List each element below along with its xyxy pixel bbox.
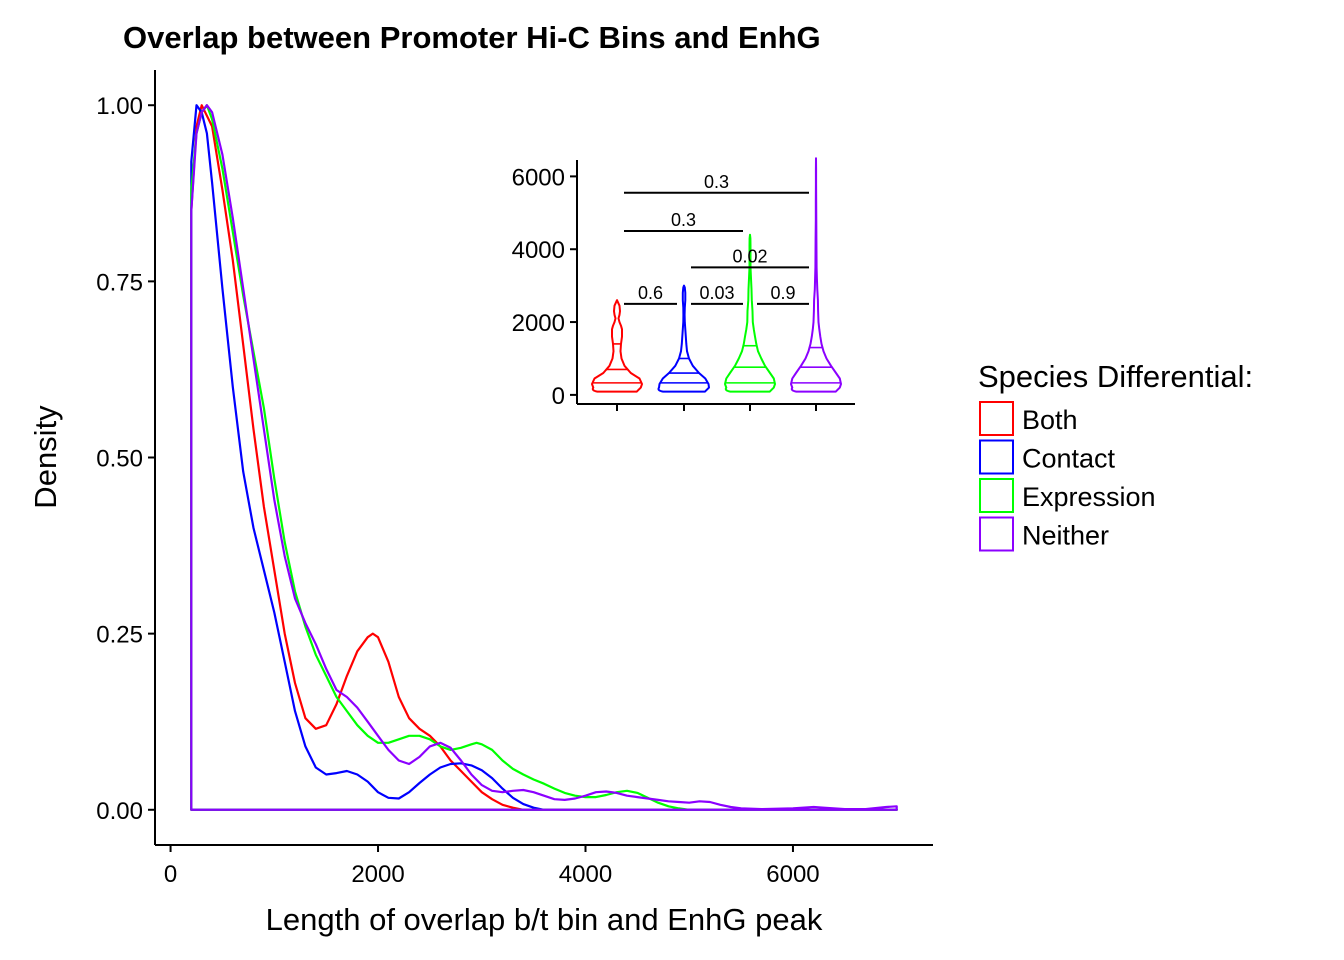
x-axis-ticks: 0 2000 4000 6000 xyxy=(164,845,820,888)
legend-label-both: Both xyxy=(1022,405,1078,435)
x-tick-label: 2000 xyxy=(351,861,404,888)
legend-label-contact: Contact xyxy=(1022,444,1116,474)
x-axis-title: Length of overlap b/t bin and EnhG peak xyxy=(266,902,823,937)
inset-x-axis-ticks xyxy=(616,404,817,411)
inset-y-tick-label: 0 xyxy=(552,383,565,410)
chart-title: Overlap between Promoter Hi-C Bins and E… xyxy=(123,20,821,55)
inset-y-tick-label: 4000 xyxy=(512,237,565,264)
pvalue-label: 0.3 xyxy=(704,172,729,192)
legend-items: Both Contact Expression Neither xyxy=(979,401,1156,552)
density-curve-contact xyxy=(190,104,898,811)
y-axis-title: Density xyxy=(28,405,63,509)
y-tick-label: 0.50 xyxy=(96,446,143,473)
violin-neither xyxy=(790,157,842,393)
legend-title: Species Differential: xyxy=(978,359,1253,394)
density-curve-expression xyxy=(190,104,898,811)
pvalue-label: 0.02 xyxy=(732,246,767,266)
legend-key-neither xyxy=(979,516,1014,552)
x-tick-label: 6000 xyxy=(766,861,819,888)
density-curves xyxy=(190,104,898,811)
y-axis-ticks: 0.00 0.25 0.50 0.75 1.00 xyxy=(96,93,155,825)
x-tick-label: 4000 xyxy=(559,861,612,888)
inset-y-tick-label: 2000 xyxy=(512,310,565,337)
legend-key-expression xyxy=(979,478,1014,513)
main-plot: 0.00 0.25 0.50 0.75 1.00 0 2000 4000 6000 xyxy=(96,70,933,888)
pvalue-label: 0.3 xyxy=(671,210,696,230)
legend-label-neither: Neither xyxy=(1022,521,1109,551)
inset-y-axis-ticks: 0 2000 4000 6000 xyxy=(512,164,577,410)
y-tick-label: 0.75 xyxy=(96,269,143,296)
y-tick-label: 0.00 xyxy=(96,798,143,825)
density-curve-both xyxy=(190,104,898,811)
legend-key-contact xyxy=(979,439,1014,475)
pvalue-label: 0.9 xyxy=(770,283,795,303)
violin-expression xyxy=(724,233,776,393)
violin-contact xyxy=(657,284,710,393)
legend-label-expression: Expression xyxy=(1022,482,1156,512)
y-tick-label: 0.25 xyxy=(96,622,143,649)
legend-key-both xyxy=(979,401,1014,436)
x-tick-label: 0 xyxy=(164,861,177,888)
legend: Species Differential: Both Contact Express… xyxy=(978,359,1253,552)
inset-violin-plot: 0.6 0.03 0.90.02 0.3 0.3 0 2000 4000 6000 xyxy=(512,157,855,411)
violin-both xyxy=(591,299,643,393)
violins xyxy=(591,157,842,393)
pvalue-brackets: 0.6 0.03 0.90.02 0.3 0.3 xyxy=(624,172,809,305)
y-tick-label: 1.00 xyxy=(96,93,143,120)
pvalue-label: 0.6 xyxy=(638,283,663,303)
pvalue-label: 0.03 xyxy=(699,283,734,303)
density-curve-neither xyxy=(190,104,898,811)
inset-y-tick-label: 6000 xyxy=(512,164,565,191)
